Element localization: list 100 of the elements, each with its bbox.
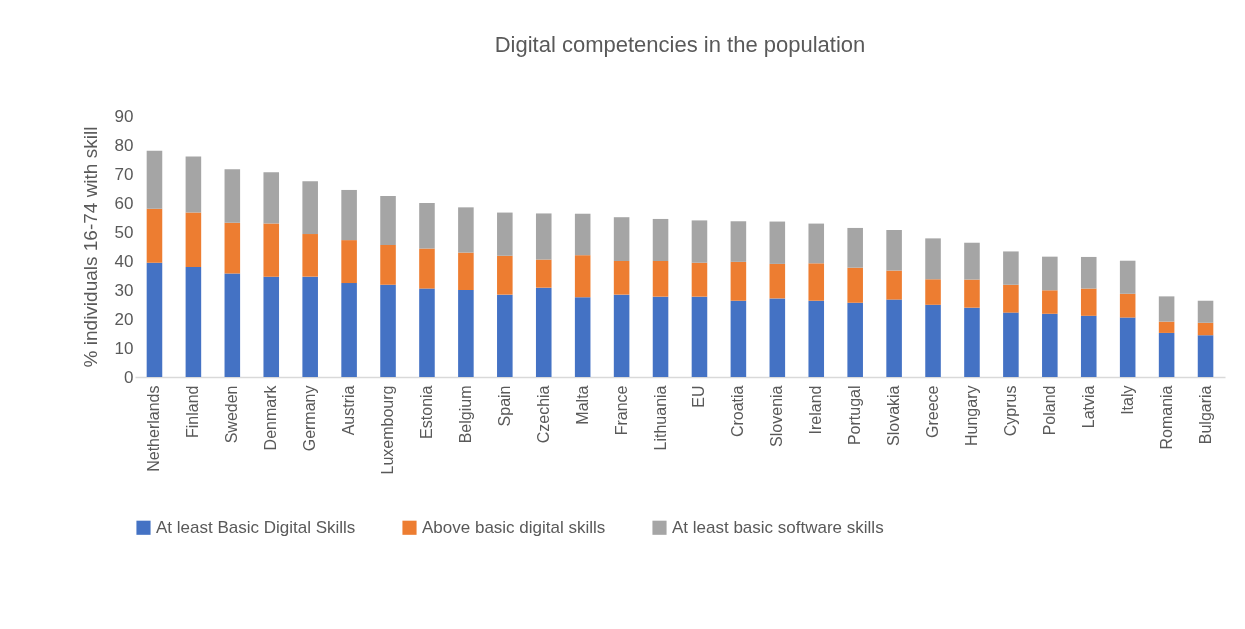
y-axis-title: % individuals 16-74 with skill [79, 126, 101, 368]
bar [1197, 322, 1214, 336]
bar [964, 307, 980, 377]
bar [886, 270, 902, 300]
bar [1003, 284, 1019, 313]
bar [652, 218, 669, 261]
bar [613, 261, 630, 295]
bar [146, 208, 163, 263]
bar [263, 276, 280, 377]
x-tick-label: Lithuania [651, 385, 669, 451]
bar [1119, 260, 1136, 294]
x-tick-label: Denmark [262, 384, 280, 451]
y-tick-label: 30 [114, 280, 134, 300]
x-tick-label: Romania [1157, 385, 1175, 450]
bar [652, 261, 669, 297]
bar [1003, 312, 1019, 377]
y-tick-label: 0 [124, 367, 134, 387]
y-tick-label: 20 [114, 309, 134, 329]
x-tick-label: Bulgaria [1196, 385, 1214, 445]
x-tick-label: Sweden [223, 385, 241, 444]
bar [535, 213, 552, 260]
bar [1042, 256, 1058, 291]
x-tick-label: Belgium [456, 385, 474, 444]
bar [808, 263, 825, 301]
bar [341, 240, 357, 284]
bar [691, 262, 708, 297]
bar [1119, 317, 1136, 377]
bar [458, 252, 474, 290]
x-tick-label: Czechia [534, 385, 552, 444]
bar [535, 259, 552, 288]
bar [380, 284, 396, 377]
bar [497, 294, 513, 377]
bar [1197, 300, 1214, 323]
bar [652, 296, 669, 377]
bar [808, 223, 825, 264]
y-tick-label: 40 [114, 251, 134, 271]
y-tick-label: 90 [114, 106, 134, 126]
bar [497, 255, 513, 295]
x-tick-label: Estonia [417, 385, 435, 439]
y-tick-label: 60 [114, 193, 134, 213]
x-tick-label: Cyprus [1001, 385, 1019, 437]
y-tick-label: 10 [114, 338, 134, 358]
x-tick-label: Portugal [846, 385, 864, 446]
x-tick-label: Austria [340, 385, 358, 436]
chart-title: Digital competencies in the population [494, 32, 866, 57]
bar [769, 221, 786, 264]
bar [302, 181, 318, 235]
bar [497, 212, 513, 256]
bar [1119, 293, 1136, 318]
bar [964, 279, 980, 308]
bar [458, 207, 474, 253]
x-tick-label: Latvia [1079, 385, 1097, 429]
bar [886, 299, 902, 377]
bar [419, 288, 435, 377]
x-tick-label: Slovenia [768, 385, 786, 447]
bar [146, 262, 163, 377]
x-tick-label: Germany [301, 385, 319, 452]
bar [341, 189, 357, 241]
bar [1158, 321, 1175, 333]
x-tick-label: Croatia [729, 385, 747, 438]
x-tick-label: Ireland [807, 385, 825, 435]
bar [302, 234, 318, 277]
x-tick-label: France [612, 385, 630, 436]
bar [224, 273, 241, 377]
x-tick-label: Spain [495, 385, 513, 427]
y-tick-label: 50 [114, 222, 134, 242]
x-tick-label: Finland [184, 385, 202, 438]
bar [146, 150, 163, 209]
bar [1158, 332, 1175, 377]
bar [1158, 296, 1175, 322]
bar [847, 227, 863, 268]
bar [769, 298, 786, 377]
bar [574, 297, 591, 377]
bar [1197, 335, 1214, 377]
bar [613, 294, 630, 377]
bar [1080, 315, 1097, 377]
y-tick-label: 70 [114, 164, 134, 184]
bar [574, 255, 591, 298]
bar [1080, 256, 1097, 289]
y-tick-label: 80 [114, 135, 134, 155]
bar [224, 222, 241, 274]
x-tick-label: Malta [573, 385, 591, 425]
x-tick-label: EU [690, 385, 708, 408]
bar [730, 221, 747, 262]
legend-label: Above basic digital skills [422, 517, 606, 537]
legend-label: At least basic software skills [672, 517, 884, 537]
bar [925, 304, 941, 377]
bar [1042, 313, 1058, 377]
bar [185, 156, 202, 213]
bar [847, 267, 863, 303]
bar [730, 300, 747, 377]
bar [691, 220, 708, 263]
bar [1003, 251, 1019, 285]
bar [925, 279, 941, 305]
x-tick-label: Netherlands [145, 385, 163, 472]
bar [769, 263, 786, 299]
bar [808, 300, 825, 377]
bar [964, 242, 980, 280]
x-tick-label: Luxembourg [379, 385, 397, 475]
bar [613, 217, 630, 261]
